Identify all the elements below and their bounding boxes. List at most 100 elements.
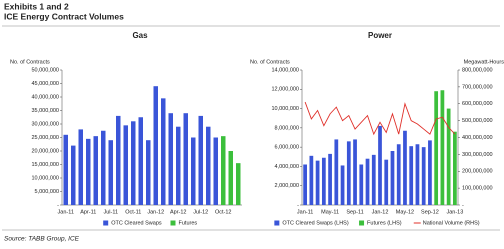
y-tick-label: 6,000,000 [275,145,299,151]
y2-tick-label: 600,000,000 [462,101,493,107]
y2-tick-label: 500,000,000 [462,118,493,124]
y-tick-label: 40,000,000 [31,94,59,100]
y-tick-label: 10,000,000 [31,175,59,181]
legend-label: OTC Cleared Swaps (LHS) [282,220,348,226]
bar [353,139,357,205]
bar [403,130,407,205]
bar [421,147,426,205]
y-tick-label: 15,000,000 [31,162,59,168]
y-tick-label: - [57,202,59,208]
x-tick-label: Apr-12 [170,209,187,215]
bar [321,157,326,205]
bar [236,163,241,205]
bar [346,141,351,205]
bar [131,121,136,205]
bar [123,125,128,205]
bar [303,164,307,205]
bar [78,129,83,205]
chart-title: Gas [132,31,148,40]
bar [198,115,203,205]
bar [340,165,345,205]
legend-label: National Volume (RHS) [423,220,480,226]
bar [409,146,414,205]
bar [390,151,395,205]
bar [161,98,166,205]
legend-swatch [274,220,280,226]
y-tick-label: 4,000,000 [275,164,299,170]
x-tick-label: Jan-11 [297,209,313,215]
bar [415,144,420,205]
x-tick-label: Oct-11 [125,209,141,215]
x-tick-label: Oct-12 [215,209,232,215]
x-tick-label: Jan-12 [147,209,164,215]
x-tick-label: Jul-11 [103,209,118,215]
y2-tick-label: - [462,202,464,208]
bar [93,136,98,205]
bar [434,91,439,205]
bar [365,158,370,205]
bar [446,108,451,205]
y-tick-label: 10,000,000 [271,106,299,112]
bar [101,130,106,205]
y-tick-label: 14,000,000 [271,67,299,73]
bar [309,155,314,205]
x-tick-label: Apr-11 [80,209,96,215]
legend-label: Futures [179,220,198,226]
bar [86,138,91,205]
bar [315,160,320,205]
y-axis-label: No. of Contracts [10,59,50,65]
y2-tick-label: 100,000,000 [462,186,493,192]
legend-swatch [170,220,176,226]
bar [176,126,181,205]
legend-swatch [103,220,109,226]
bar [359,164,364,205]
y-tick-label: 20,000,000 [31,148,59,154]
page-title: ICE Energy Contract Volumes [4,11,124,21]
bar [228,151,233,205]
bar [116,115,121,205]
bar [71,145,76,205]
y-tick-label: 30,000,000 [31,121,59,127]
bar [63,134,68,205]
x-tick-label: Jan-12 [372,209,389,215]
bar [183,113,188,205]
x-tick-label: May-12 [396,209,414,215]
y2-tick-label: 400,000,000 [462,135,493,141]
y-tick-label: - [297,202,299,208]
bar [384,159,389,205]
bar [221,136,226,205]
bar [440,90,445,205]
bar [428,140,432,205]
y-tick-label: 8,000,000 [275,125,299,131]
chart-title: Power [368,31,392,40]
x-tick-label: Sep-11 [346,209,363,215]
legend-label: Futures (LHS) [367,220,402,226]
bar [396,144,401,205]
bar [191,137,196,205]
y-tick-label: 5,000,000 [35,189,59,195]
bar [138,117,143,205]
y2-axis-label: Megawatt-Hours [464,59,504,65]
y-tick-label: 12,000,000 [271,87,299,93]
y2-tick-label: 800,000,000 [462,67,493,73]
bar [108,140,113,205]
bar [334,139,339,205]
bar [213,137,218,205]
y2-tick-label: 200,000,000 [462,169,493,175]
bar [146,140,151,205]
legend-swatch [359,220,365,226]
bar [168,113,173,205]
y2-tick-label: 300,000,000 [462,152,493,158]
y-tick-label: 50,000,000 [31,67,59,73]
bar [371,154,376,205]
y-tick-label: 45,000,000 [31,81,59,87]
bar [328,153,332,205]
line-series [304,101,456,136]
bar [206,126,211,205]
y-tick-label: 25,000,000 [31,135,59,141]
x-tick-label: Sep-12 [421,209,439,215]
bar [378,125,382,205]
x-tick-label: Jul-12 [193,209,208,215]
y-tick-label: 2,000,000 [275,183,299,189]
